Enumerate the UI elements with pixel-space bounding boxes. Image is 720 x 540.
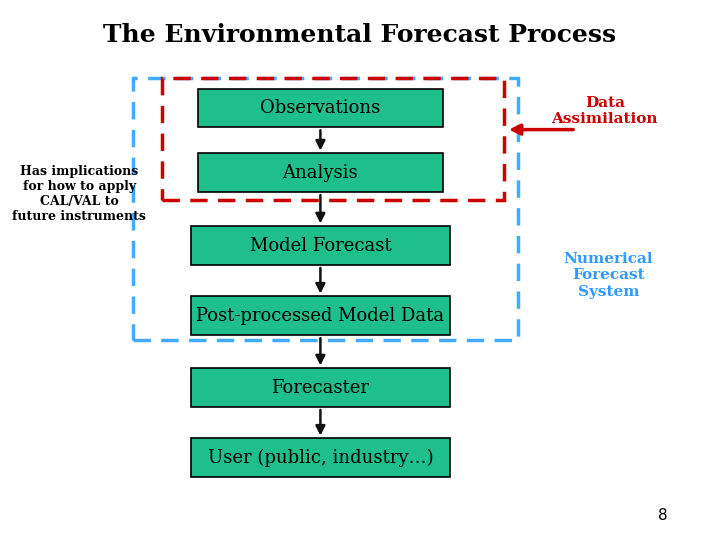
Bar (162, 78, 504, 200)
Text: Analysis: Analysis (282, 164, 359, 182)
Bar (133, 78, 518, 340)
Text: User (public, industry…): User (public, industry…) (207, 449, 433, 467)
Text: Observations: Observations (260, 99, 381, 117)
Text: 8: 8 (657, 508, 667, 523)
Bar (191, 368, 450, 407)
Bar (191, 296, 450, 335)
Text: Forecaster: Forecaster (271, 379, 369, 397)
Text: Data
Assimilation: Data Assimilation (552, 96, 658, 126)
Text: Model Forecast: Model Forecast (250, 237, 391, 255)
Text: Post-processed Model Data: Post-processed Model Data (197, 307, 444, 325)
Text: The Environmental Forecast Process: The Environmental Forecast Process (104, 23, 616, 47)
Text: Has implications
for how to apply
CAL/VAL to
future instruments: Has implications for how to apply CAL/VA… (12, 165, 146, 224)
Text: Numerical
Forecast
System: Numerical Forecast System (564, 252, 653, 299)
Bar (198, 153, 443, 192)
Bar (198, 89, 443, 127)
Bar (191, 438, 450, 477)
Bar (191, 226, 450, 265)
